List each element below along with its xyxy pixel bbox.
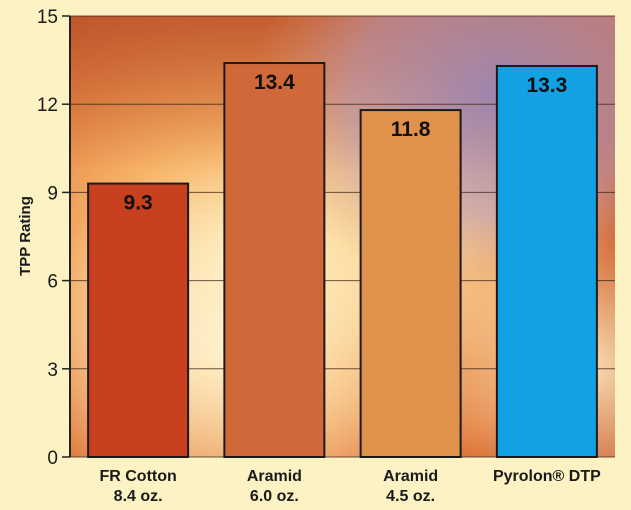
y-axis-title: TPP Rating: [17, 196, 34, 276]
x-category-sublabel: 4.5 oz.: [386, 488, 435, 505]
y-tick-label: 3: [47, 360, 58, 381]
y-tick-label: 15: [37, 7, 58, 28]
bar: [223, 62, 326, 458]
bar-value-label: 9.3: [124, 192, 153, 215]
y-tick-label: 9: [47, 183, 58, 204]
bar: [87, 182, 190, 459]
y-tick-label: 0: [47, 448, 58, 469]
bar-value-label: 13.4: [254, 71, 295, 94]
y-tick-label: 6: [47, 272, 58, 293]
x-axis-labels: FR Cotton 8.4 oz. Aramid 6.0 oz. Aramid 4.5 o…: [99, 468, 601, 505]
x-category-label: FR Cotton: [99, 468, 176, 485]
bars: 9.3 13.4 11.8 13.3: [87, 62, 598, 459]
x-category-sublabel: 8.4 oz.: [114, 488, 163, 505]
y-axis: 0 3 6 9 12 15: [37, 7, 71, 469]
bar-value-label: 13.3: [526, 74, 567, 97]
bar: [495, 64, 598, 458]
y-tick-label: 12: [37, 95, 58, 116]
bar-value-label: 11.8: [391, 118, 431, 141]
x-category-label: Aramid: [383, 468, 438, 485]
x-category-sublabel: 6.0 oz.: [250, 488, 299, 505]
x-category-label: Pyrolon® DTP: [493, 468, 601, 485]
bar: [359, 109, 462, 459]
x-category-label: Aramid: [247, 468, 302, 485]
